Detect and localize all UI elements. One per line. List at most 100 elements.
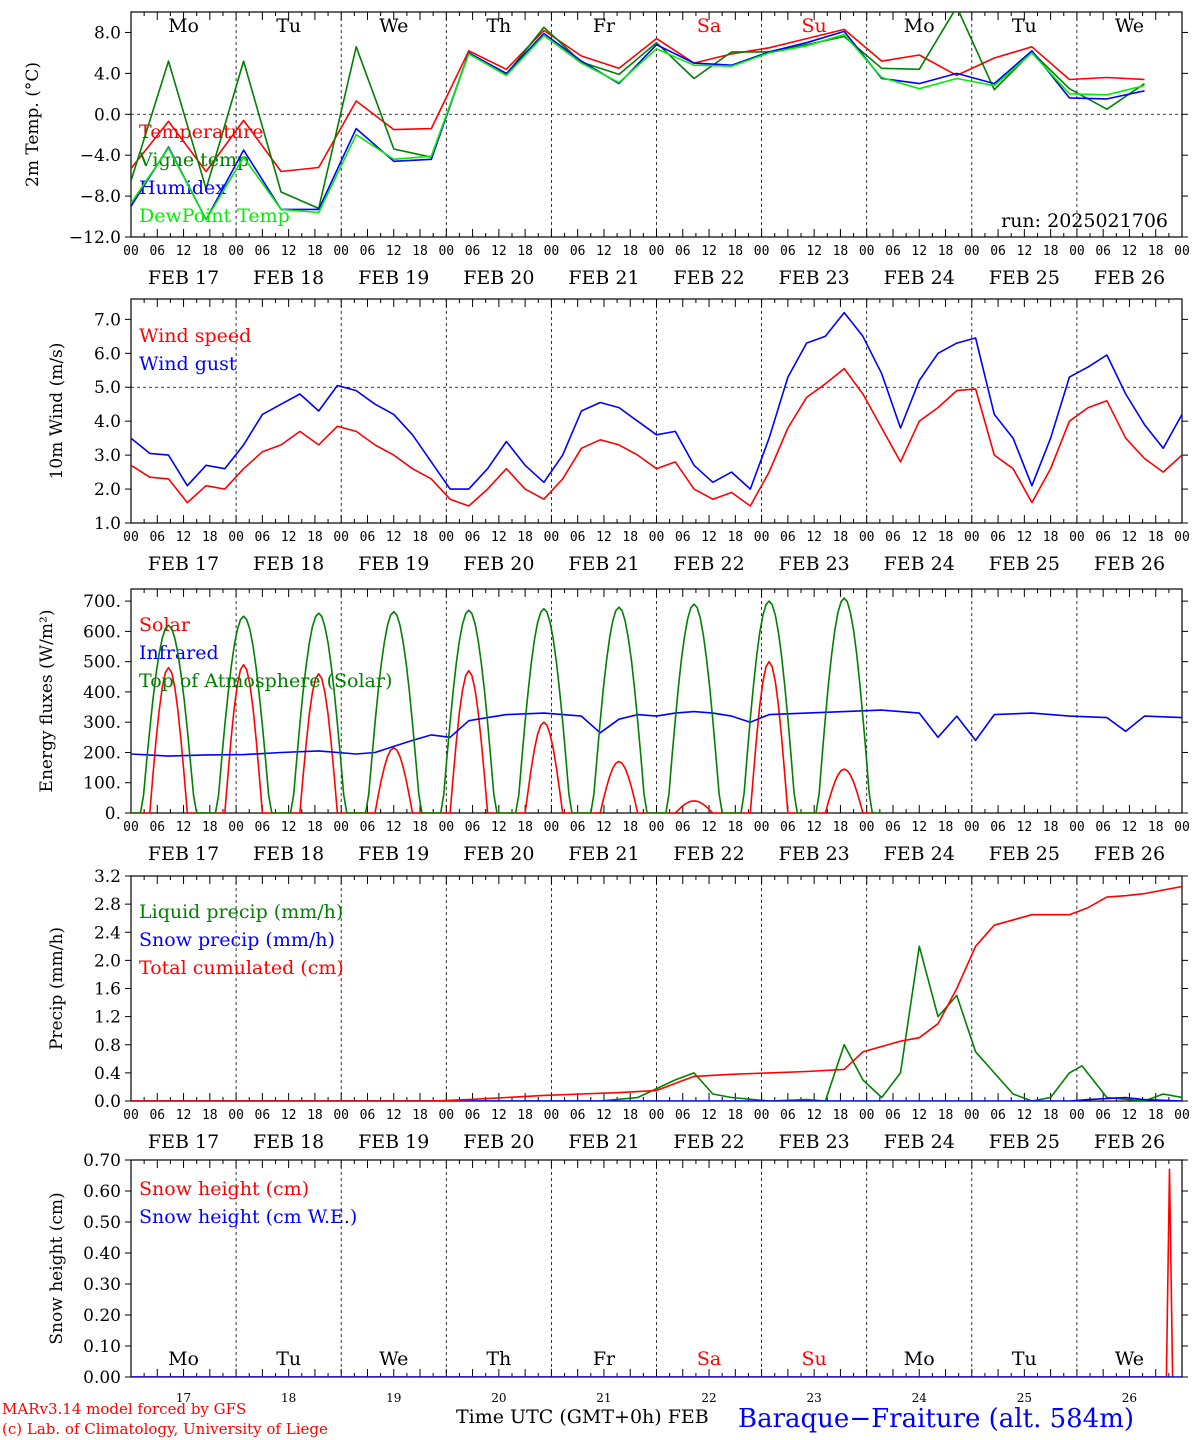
hour-tick-label: 18 xyxy=(517,244,533,259)
y-tick-label: 300. xyxy=(83,713,121,733)
y-tick-label: 5.0 xyxy=(94,378,121,398)
legend-entry: Temperature xyxy=(139,121,263,143)
hour-tick-label: 06 xyxy=(465,820,481,835)
date-label: FEB 26 xyxy=(1094,1131,1165,1153)
hour-tick-label: 12 xyxy=(806,244,822,259)
date-label: FEB 23 xyxy=(779,1131,850,1153)
weekday-label: Tu xyxy=(276,15,301,37)
hour-tick-label: 18 xyxy=(202,244,218,259)
series-line-blue xyxy=(131,709,1182,757)
hour-tick-label: 12 xyxy=(281,530,297,545)
series-line-red xyxy=(131,885,1182,1101)
date-label: FEB 21 xyxy=(568,1131,639,1153)
y-tick-label: 0.0 xyxy=(94,1092,121,1112)
weekday-label: Fr xyxy=(593,1348,616,1370)
series-line-red xyxy=(131,1168,1174,1377)
hour-tick-label: 06 xyxy=(990,244,1006,259)
date-label: FEB 23 xyxy=(779,843,850,865)
series-line-green xyxy=(131,12,1145,210)
day-number-label: 18 xyxy=(281,1391,296,1405)
hour-tick-label: 06 xyxy=(885,530,901,545)
date-label: FEB 20 xyxy=(463,553,534,575)
credit-lab: (c) Lab. of Climatology, University of L… xyxy=(2,1420,328,1438)
date-label: FEB 20 xyxy=(463,267,534,289)
weekday-label: Mo xyxy=(168,1348,199,1370)
y-tick-label: 0.40 xyxy=(83,1244,121,1264)
hour-tick-label: 06 xyxy=(1095,530,1111,545)
hour-tick-label: 12 xyxy=(491,1108,507,1123)
y-tick-label: −12.0 xyxy=(69,228,121,248)
hour-tick-label: 06 xyxy=(360,530,376,545)
hour-tick-label: 12 xyxy=(701,1108,717,1123)
hour-tick-label: 00 xyxy=(649,1108,665,1123)
hour-tick-label: 18 xyxy=(727,530,743,545)
hour-tick-label: 00 xyxy=(1069,1108,1085,1123)
hour-tick-label: 18 xyxy=(833,1108,849,1123)
weekday-label: Tu xyxy=(1012,15,1037,37)
hour-tick-label: 12 xyxy=(491,244,507,259)
hour-tick-label: 18 xyxy=(833,530,849,545)
hour-tick-label: 00 xyxy=(228,1108,244,1123)
hour-tick-label: 18 xyxy=(202,530,218,545)
hour-tick-label: 12 xyxy=(386,244,402,259)
hour-tick-label: 00 xyxy=(438,244,454,259)
hour-tick-label: 12 xyxy=(281,820,297,835)
y-tick-label: 2.8 xyxy=(94,895,121,915)
hour-tick-label: 00 xyxy=(754,530,770,545)
date-label: FEB 22 xyxy=(673,843,744,865)
date-label: FEB 22 xyxy=(673,553,744,575)
hour-tick-label: 18 xyxy=(307,820,323,835)
hour-tick-label: 06 xyxy=(149,820,165,835)
hour-tick-label: 12 xyxy=(806,1108,822,1123)
hour-tick-label: 00 xyxy=(754,244,770,259)
hour-tick-label: 00 xyxy=(1069,820,1085,835)
hour-tick-label: 06 xyxy=(885,1108,901,1123)
weekday-label: Sa xyxy=(697,1348,721,1370)
date-label: FEB 21 xyxy=(568,267,639,289)
hour-tick-label: 18 xyxy=(622,244,638,259)
y-tick-label: 4.0 xyxy=(94,412,121,432)
y-tick-label: 8.0 xyxy=(94,23,121,43)
hour-tick-label: 12 xyxy=(1017,820,1033,835)
hour-tick-label: 12 xyxy=(1017,530,1033,545)
legend-entry: Humidex xyxy=(139,177,226,199)
hour-tick-label: 00 xyxy=(333,530,349,545)
run-annotation: run: 2025021706 xyxy=(1001,210,1168,232)
date-label: FEB 18 xyxy=(253,1131,324,1153)
y-tick-label: 0. xyxy=(105,804,121,824)
y-tick-label: 0.60 xyxy=(83,1182,121,1202)
hour-tick-label: 00 xyxy=(964,820,980,835)
y-tick-label: 4.0 xyxy=(94,64,121,84)
hour-tick-label: 12 xyxy=(176,244,192,259)
hour-tick-label: 18 xyxy=(727,1108,743,1123)
legend-entry: Wind gust xyxy=(139,353,237,375)
date-label: FEB 24 xyxy=(884,267,955,289)
day-number-label: 25 xyxy=(1017,1391,1032,1405)
hour-tick-label: 18 xyxy=(202,1108,218,1123)
hour-tick-label: 12 xyxy=(176,820,192,835)
hour-tick-label: 06 xyxy=(570,820,586,835)
hour-tick-label: 06 xyxy=(360,1108,376,1123)
hour-tick-label: 18 xyxy=(202,820,218,835)
hour-tick-label: 00 xyxy=(544,244,560,259)
date-label: FEB 18 xyxy=(253,843,324,865)
hour-tick-label: 00 xyxy=(964,244,980,259)
day-number-label: 22 xyxy=(701,1391,716,1405)
hour-tick-label: 18 xyxy=(622,530,638,545)
series-line-blue xyxy=(131,311,1182,490)
hour-tick-label: 18 xyxy=(938,244,954,259)
date-label: FEB 25 xyxy=(989,267,1060,289)
panel-2: 7.0 6.0 5.0 4.0 3.0 2.0 1.0 10m Wind (m/s) 00 06 1… xyxy=(47,298,1190,575)
date-label: FEB 21 xyxy=(568,553,639,575)
hour-tick-label: 00 xyxy=(1069,530,1085,545)
hour-tick-label: 12 xyxy=(911,1108,927,1123)
hour-tick-label: 06 xyxy=(990,530,1006,545)
y-tick-label: −4.0 xyxy=(80,146,121,166)
day-number-label: 24 xyxy=(912,1391,928,1405)
hour-tick-label: 00 xyxy=(123,820,139,835)
hour-tick-label: 00 xyxy=(859,244,875,259)
weekday-label: Mo xyxy=(168,15,199,37)
weekday-label: Sa xyxy=(697,15,721,37)
hour-tick-label: 12 xyxy=(1122,530,1138,545)
hour-tick-label: 06 xyxy=(1095,244,1111,259)
